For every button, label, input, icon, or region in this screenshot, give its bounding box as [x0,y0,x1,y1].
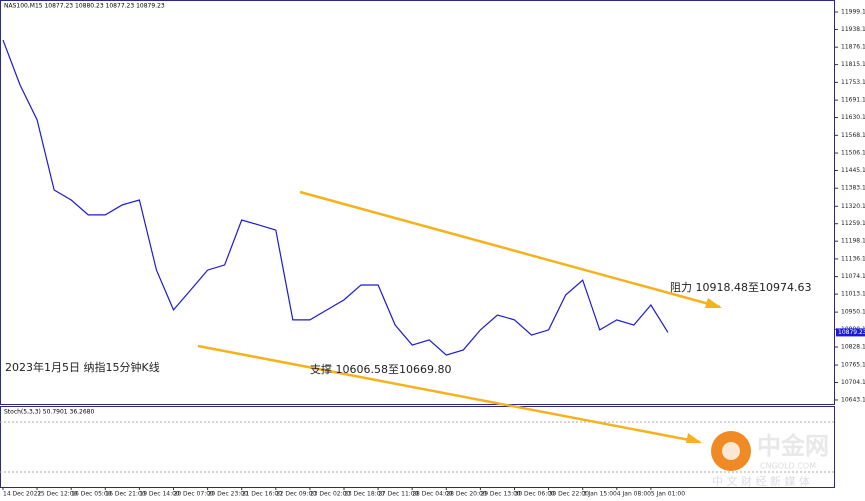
y-tick-label: 11753.10 [841,79,865,86]
x-tick-label: 22 Dec 09:00 [276,491,317,498]
x-tick-label: 28 Dec 04:00 [412,491,453,498]
x-tick-label: 16 Dec 21:00 [105,491,146,498]
watermark-name: 中金网 [757,432,829,460]
arrowhead [705,298,722,308]
x-tick-label: 30 Dec 06:00 [515,491,556,498]
price-tag-label: 10879.23 [838,329,865,336]
price-line [2,39,669,356]
x-tick-label: 16 Dec 05:00 [71,491,112,498]
y-tick-label: 11320.10 [841,203,865,210]
y-tick-label: 10643.10 [841,396,865,403]
resistance-line [299,190,721,309]
arrowhead [686,433,702,443]
y-tick-label: 11691.10 [841,97,865,104]
support-label: 支撑 10606.58至10669.80 [310,362,451,376]
resistance-label: 阻力 10918.48至10974.63 [670,281,811,294]
y-tick-label: 11876.10 [841,44,865,51]
y-tick-label: 11445.10 [841,167,865,174]
x-tick-label: 15 Dec 12:00 [37,491,78,498]
indicator-header: Stoch(5,3,3) 50.7901 36.2680 [4,409,95,416]
price-tag [836,328,865,337]
y-tick-label: 10950.10 [841,309,865,316]
x-tick-label: 29 Dec 13:00 [480,491,521,498]
y-tick-label: 11383.10 [841,185,865,192]
y-tick-label: 11013.10 [841,291,865,298]
x-tick-label: 21 Dec 16:00 [242,491,283,498]
y-tick-label: 10704.10 [841,379,865,386]
support-line [197,344,701,444]
x-tick-label: 23 Dec 02:00 [310,491,351,498]
chart-header: NAS100,M15 10877.23 10880.23 10877.23 10… [4,3,165,10]
y-tick-label: 11630.10 [841,114,865,121]
y-tick-label: 11198.10 [841,238,865,245]
indicator-frame [0,406,835,488]
x-tick-label: 14 Dec 2022 [3,491,42,498]
watermark-site: CNGOLD.COM [760,462,816,471]
watermark-slogan: 中 文 财 经 新 媒 体 [712,474,810,488]
x-tick-label: 30 Dec 22:00 [549,491,590,498]
y-tick-label: 11999.10 [841,8,865,15]
x-tick-label: 20 Dec 23:00 [208,491,249,498]
y-tick-label: 11074.10 [841,273,865,280]
y-tick-label: 10765.10 [841,362,865,369]
x-tick-label: 23 Dec 18:00 [344,491,385,498]
y-tick-label: 11568.10 [841,132,865,139]
logo-icon [722,442,740,460]
chart-caption: 2023年1月5日 纳指15分钟K线 [5,360,160,374]
x-tick-label: 28 Dec 20:00 [446,491,487,498]
x-tick-label: 27 Dec 11:00 [378,491,419,498]
x-tick-label: 5 Jan 01:00 [651,491,685,498]
y-tick-label: 11938.10 [841,26,865,33]
y-tick-label: 11815.10 [841,61,865,68]
x-tick-label: 19 Dec 14:00 [139,491,180,498]
x-tick-label: 4 Jan 08:00 [617,491,651,498]
y-tick-label: 11259.10 [841,220,865,227]
y-tick-label: 10828.10 [841,344,865,351]
y-tick-label: 11506.10 [841,150,865,157]
x-tick-label: 3 Jan 15:00 [583,491,617,498]
x-tick-label: 20 Dec 07:00 [174,491,215,498]
y-tick-label: 11136.10 [841,255,865,262]
